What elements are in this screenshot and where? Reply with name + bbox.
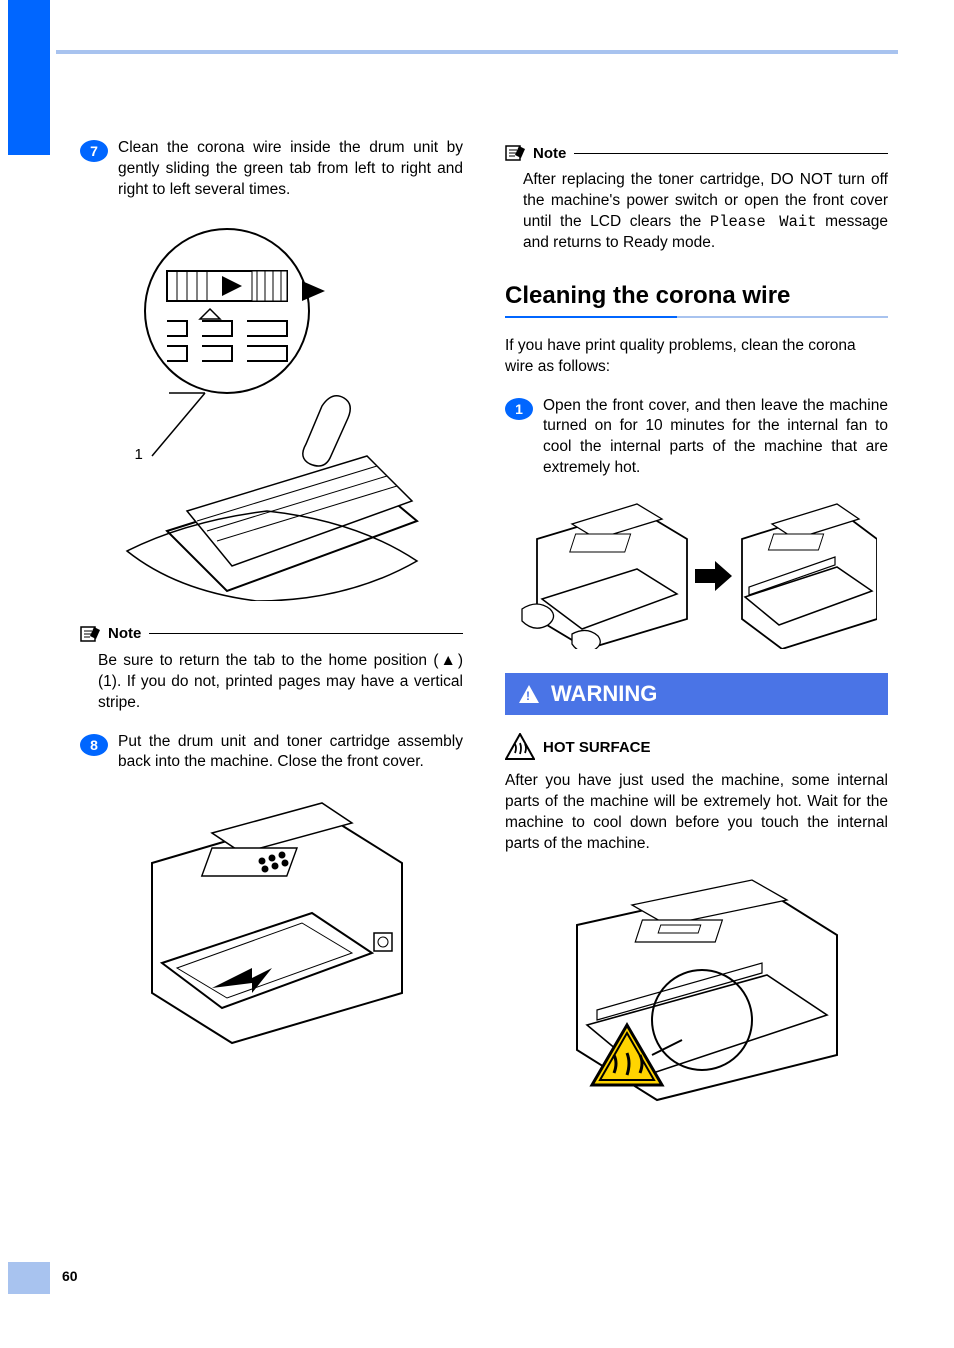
illustration-open-cover bbox=[505, 499, 888, 649]
drum-unit-svg bbox=[107, 221, 437, 601]
section-intro: If you have print quality problems, clea… bbox=[505, 336, 888, 378]
step-1: 1 Open the front cover, and then leave t… bbox=[505, 396, 888, 480]
warning-body: After you have just used the machine, so… bbox=[505, 771, 888, 855]
note-rule bbox=[149, 633, 463, 634]
side-tab bbox=[8, 0, 50, 155]
note-label: Note bbox=[533, 145, 566, 162]
note-icon bbox=[505, 144, 527, 162]
section-rule-light bbox=[677, 316, 888, 318]
hot-surface-icon bbox=[505, 733, 535, 761]
machine-svg bbox=[122, 793, 422, 1063]
two-machines-svg bbox=[517, 499, 877, 649]
step-number-badge: 1 bbox=[505, 398, 533, 420]
warning-bar-label: WARNING bbox=[551, 681, 657, 707]
step-text: Clean the corona wire inside the drum un… bbox=[118, 138, 463, 201]
callout-label-1: 1 bbox=[135, 446, 143, 463]
hot-machine-svg bbox=[537, 875, 857, 1105]
header-rule bbox=[56, 50, 898, 54]
section-title: Cleaning the corona wire bbox=[505, 282, 888, 310]
note-text-a: Be sure to return the tab to the home po… bbox=[98, 652, 438, 669]
note-rule bbox=[574, 153, 888, 154]
section-rule bbox=[505, 316, 888, 318]
note-body-1: Be sure to return the tab to the home po… bbox=[98, 651, 463, 714]
illustration-drum-tab: 1 bbox=[80, 221, 463, 601]
warning-bar: WARNING bbox=[505, 673, 888, 715]
page-number: 60 bbox=[62, 1268, 78, 1284]
page-number-tab bbox=[8, 1262, 50, 1294]
illustration-hot-surface bbox=[505, 875, 888, 1105]
step-text: Put the drum unit and toner cartridge as… bbox=[118, 732, 463, 774]
note-body-2: After replacing the toner cartridge, DO … bbox=[523, 170, 888, 254]
step-7: 7 Clean the corona wire inside the drum … bbox=[80, 138, 463, 201]
note-icon bbox=[80, 625, 102, 643]
hot-surface-label: HOT SURFACE bbox=[543, 739, 651, 756]
hot-surface-row: HOT SURFACE bbox=[505, 733, 888, 761]
note-header-2: Note bbox=[505, 144, 888, 162]
warning-triangle-icon bbox=[519, 685, 539, 703]
step-text: Open the front cover, and then leave the… bbox=[543, 396, 888, 480]
note-header-1: Note bbox=[80, 625, 463, 643]
left-column: 7 Clean the corona wire inside the drum … bbox=[80, 138, 463, 1129]
triangle-glyph: ▲ bbox=[438, 652, 457, 669]
content-columns: 7 Clean the corona wire inside the drum … bbox=[80, 138, 888, 1129]
manual-page: 7 Clean the corona wire inside the drum … bbox=[0, 0, 954, 1348]
step-8: 8 Put the drum unit and toner cartridge … bbox=[80, 732, 463, 774]
note-label: Note bbox=[108, 625, 141, 642]
step-number-badge: 8 bbox=[80, 734, 108, 756]
section-rule-dark bbox=[505, 316, 677, 318]
right-column: Note After replacing the toner cartridge… bbox=[505, 138, 888, 1129]
illustration-insert-drum bbox=[80, 793, 463, 1063]
step-number-badge: 7 bbox=[80, 140, 108, 162]
lcd-message-mono: Please Wait bbox=[710, 213, 817, 231]
